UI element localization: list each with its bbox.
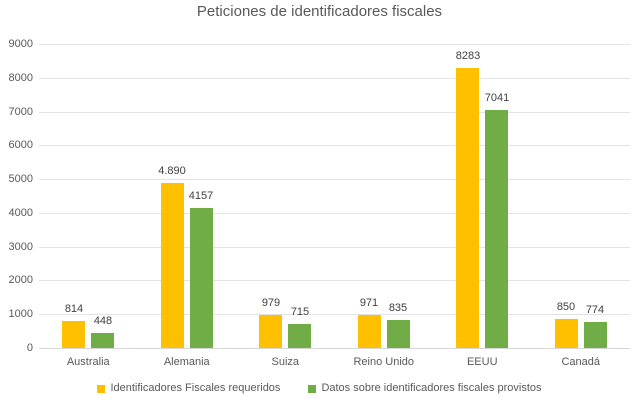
legend-label: Identificadores Fiscales requeridos <box>110 382 281 394</box>
bar-series-1-alemania <box>160 183 184 348</box>
y-axis-tick-label: 7000 <box>8 105 33 118</box>
bar-value-label: 979 <box>261 297 281 309</box>
bar-value-label: 4.890 <box>158 165 186 177</box>
x-axis-label: Canadá <box>561 356 601 368</box>
gridline <box>39 212 630 214</box>
y-axis-tick-label: 5000 <box>8 173 33 186</box>
bar-value-label: 4157 <box>188 190 214 202</box>
bar-value-label: 7041 <box>484 92 510 104</box>
gridline <box>39 111 630 113</box>
bar-value-label: 971 <box>359 297 379 309</box>
legend-label: Datos sobre identificadores fiscales pro… <box>321 382 542 394</box>
gridline <box>39 314 630 316</box>
bar-value-label: 8283 <box>455 50 481 62</box>
legend-item: Datos sobre identificadores fiscales pro… <box>308 382 542 395</box>
chart-title: Peticiones de identificadores fiscales <box>196 3 443 20</box>
x-axis-label: Suiza <box>271 356 300 368</box>
x-axis-label: Alemania <box>163 356 210 368</box>
plot-area: 814 448 4.890 4157 979 715 971 835 8283 7041 850 77… <box>39 44 630 349</box>
legend-swatch-icon <box>97 384 106 393</box>
x-axis-label: EEUU <box>466 356 498 368</box>
bar-series-2-reino-unido <box>386 320 410 348</box>
gridline <box>39 280 630 282</box>
y-axis-tick-label: 3000 <box>8 240 33 253</box>
y-axis-tick-label: 2000 <box>8 274 33 287</box>
bar-series-1-suiza <box>259 315 283 348</box>
y-axis-tick-label: 9000 <box>8 38 33 50</box>
bar-value-label: 850 <box>556 301 576 313</box>
y-axis-tick-label: 6000 <box>8 139 33 152</box>
bar-series-1-eeuu <box>456 68 480 348</box>
gridline <box>39 145 630 147</box>
gridline <box>39 77 630 79</box>
y-axis-tick-label: 4000 <box>8 206 33 219</box>
bar-series-2-suiza <box>288 324 312 348</box>
bar-series-2-australia <box>91 333 115 348</box>
x-axis-label: Australia <box>66 356 110 368</box>
bar-value-label: 835 <box>388 302 408 314</box>
bar-series-1-reino-unido <box>357 315 381 348</box>
bar-series-1-australia <box>62 321 86 348</box>
bar-value-label: 715 <box>290 306 310 318</box>
gridline <box>39 44 630 45</box>
bar-series-2-canadá <box>583 322 607 348</box>
legend: Identificadores Fiscales requeridos Datos… <box>0 382 639 395</box>
legend-swatch-icon <box>308 384 317 393</box>
bar-value-label: 448 <box>93 315 113 327</box>
y-axis-tick-label: 0 <box>26 342 33 354</box>
bar-series-2-alemania <box>189 208 213 348</box>
gridline <box>39 179 630 181</box>
gridline <box>39 246 630 248</box>
y-axis-tick-label: 1000 <box>8 308 33 321</box>
bar-value-label: 774 <box>585 304 605 316</box>
bar-series-2-eeuu <box>485 110 509 348</box>
bar-series-1-canadá <box>554 319 578 348</box>
x-axis-label: Reino Unido <box>353 356 415 368</box>
y-axis-tick-label: 8000 <box>8 71 33 84</box>
legend-item: Identificadores Fiscales requeridos <box>97 382 280 395</box>
bar-value-label: 814 <box>64 303 84 315</box>
